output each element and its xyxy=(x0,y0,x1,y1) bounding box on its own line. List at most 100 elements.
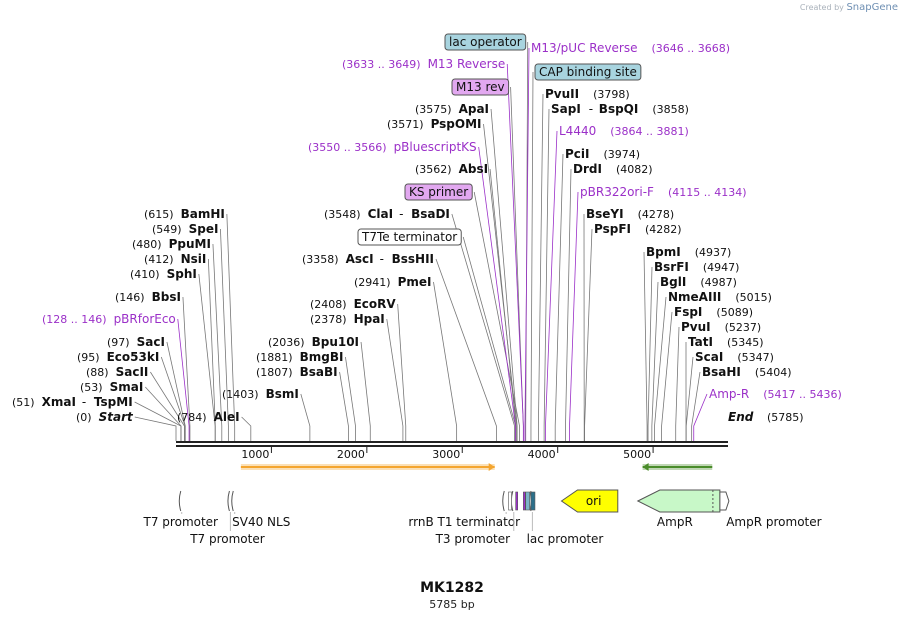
leader-line xyxy=(300,393,311,441)
label-nsii[interactable]: (412) NsiI xyxy=(144,252,206,266)
label-pcii[interactable]: PciI (3974) xyxy=(565,147,640,161)
label-lac-operator[interactable]: lac operator xyxy=(444,33,527,51)
feature-rrnb-t1-terminator[interactable]: rrnB T1 terminator xyxy=(408,490,520,529)
label-hpai[interactable]: (2378) HpaI xyxy=(310,312,385,326)
feature-glyph xyxy=(231,490,234,512)
label-scai[interactable]: ScaI (5347) xyxy=(695,350,774,364)
site-position: (5404) xyxy=(755,366,792,379)
feature-ampr-promoter[interactable]: AmpR promoter xyxy=(719,491,822,529)
label-smai[interactable]: (53) SmaI xyxy=(80,380,143,394)
leader-line xyxy=(433,281,458,441)
label-alei[interactable]: (784) AleI xyxy=(177,410,240,424)
label-bsrfi[interactable]: BsrFI (4947) xyxy=(654,260,739,274)
label-bamhi[interactable]: (615) BamHI xyxy=(144,207,225,221)
label-cap-binding-site[interactable]: CAP binding site xyxy=(534,63,642,81)
site-name: DrdI xyxy=(573,162,602,176)
label-m13-reverse[interactable]: (3633 .. 3649) M13 Reverse xyxy=(342,57,505,71)
label-pbr322ori-f[interactable]: pBR322ori-F (4115 .. 4134) xyxy=(580,185,747,199)
site-position: (1881) xyxy=(256,351,293,364)
label-pspfi[interactable]: PspFI (4282) xyxy=(594,222,682,236)
site-position: (3646 .. 3668) xyxy=(652,42,731,55)
label-m13-rev[interactable]: M13 rev xyxy=(451,78,510,96)
feature-ampr[interactable]: AmpR xyxy=(636,489,721,529)
feature-label: lac promoter xyxy=(527,532,604,546)
label-l4440[interactable]: L4440 (3864 .. 3881) xyxy=(559,124,689,138)
label-saci[interactable]: (97) SacI xyxy=(107,335,165,349)
label-bsabi[interactable]: (1807) BsaBI xyxy=(256,365,338,379)
label-sacii[interactable]: (88) SacII xyxy=(86,365,148,379)
site-name: ClaI xyxy=(368,207,393,221)
label-clai[interactable]: (3548) ClaI - BsaDI xyxy=(324,207,450,221)
feature-sv40-nls[interactable]: SV40 NLS xyxy=(231,490,291,529)
tick-label: 3000 xyxy=(432,448,460,461)
label-bsahi[interactable]: BsaHI (5404) xyxy=(702,365,791,379)
site-name: PvuII xyxy=(545,87,579,101)
site-position: (410) xyxy=(130,268,160,281)
label-pmei[interactable]: (2941) PmeI xyxy=(354,275,431,289)
label-pbrforeco[interactable]: (128 .. 146) pBRforEco xyxy=(42,312,176,326)
site-name: BseYI xyxy=(586,207,624,221)
site-position: (3562) xyxy=(415,163,452,176)
label-bpu10i[interactable]: (2036) Bpu10I xyxy=(268,335,359,349)
site-position: (5015) xyxy=(735,291,772,304)
label-end[interactable]: End (5785) xyxy=(728,410,804,424)
feature-box-label: T7Te terminator xyxy=(361,230,457,244)
label-m13-puc-reverse[interactable]: M13/pUC Reverse (3646 .. 3668) xyxy=(531,41,730,55)
label-pvuii[interactable]: PvuII (3798) xyxy=(545,87,630,101)
label-asci[interactable]: (3358) AscI - BssHII xyxy=(302,252,434,266)
site-name: HpaI xyxy=(354,312,385,326)
label-bsmi[interactable]: (1403) BsmI xyxy=(222,387,299,401)
feature-box-label: M13 rev xyxy=(456,80,505,94)
label-apai[interactable]: (3575) ApaI xyxy=(415,102,489,116)
label-t7te-terminator[interactable]: T7Te terminator xyxy=(357,228,462,246)
label-start[interactable]: (0) Start xyxy=(76,410,134,424)
feature-label: SV40 NLS xyxy=(232,515,290,529)
label-drdi[interactable]: DrdI (4082) xyxy=(573,162,653,176)
site-name: NmeAIII xyxy=(668,290,721,304)
label-tati[interactable]: TatI (5345) xyxy=(688,335,764,349)
label-bbsi[interactable]: (146) BbsI xyxy=(115,290,181,304)
feature-t7-promoter[interactable]: T7 promoter xyxy=(143,490,219,529)
site-mark xyxy=(515,491,518,511)
site-name: pBRforEco xyxy=(114,312,176,326)
label-pspomi[interactable]: (3571) PspOMI xyxy=(387,117,482,131)
leader-line xyxy=(524,47,530,441)
label-fspi[interactable]: FspI (5089) xyxy=(674,305,753,319)
label-bpmi[interactable]: BpmI (4937) xyxy=(646,245,731,259)
label-amp-r[interactable]: Amp-R (5417 .. 5436) xyxy=(709,387,842,401)
label-pbluescriptks[interactable]: (3550 .. 3566) pBluescriptKS xyxy=(308,140,477,154)
site-name: PciI xyxy=(565,147,590,161)
label-nmeaiii[interactable]: NmeAIII (5015) xyxy=(668,290,772,304)
label-ppumi[interactable]: (480) PpuMI xyxy=(132,237,211,251)
leader-line xyxy=(538,93,544,441)
label-sapi[interactable]: SapI - BspQI (3858) xyxy=(551,102,689,116)
feature-box xyxy=(444,33,527,51)
feature-label: T7 promoter xyxy=(189,532,265,546)
label-absi[interactable]: (3562) AbsI xyxy=(415,162,488,176)
tick-label: 5000 xyxy=(623,448,651,461)
tick-label: 2000 xyxy=(337,448,365,461)
label-bseyi[interactable]: BseYI (4278) xyxy=(586,207,674,221)
label-xmai[interactable]: (51) XmaI - TspMI xyxy=(12,395,133,409)
label-ks-primer[interactable]: KS primer xyxy=(404,183,473,201)
site-name: BglI xyxy=(660,275,686,289)
site-name: pBluescriptKS xyxy=(394,140,477,154)
site-position: (3548) xyxy=(324,208,361,221)
site-name: PvuI xyxy=(681,320,711,334)
label-pvui[interactable]: PvuI (5237) xyxy=(681,320,761,334)
label-bgli[interactable]: BglI (4987) xyxy=(660,275,737,289)
label-eco53ki[interactable]: (95) Eco53kI xyxy=(77,350,159,364)
site-mark xyxy=(525,491,531,511)
site-separator: - xyxy=(380,252,384,266)
label-spei[interactable]: (549) SpeI xyxy=(152,222,218,236)
site-name: XmaI xyxy=(42,395,76,409)
sequence-backbone xyxy=(176,441,728,447)
label-bmgbi[interactable]: (1881) BmgBI xyxy=(256,350,343,364)
label-ecorv[interactable]: (2408) EcoRV xyxy=(310,297,396,311)
feature-t7-promoter[interactable]: T7 promoter xyxy=(189,490,265,546)
feature-ori[interactable]: ori xyxy=(560,489,619,513)
credit-prefix: Created by xyxy=(799,3,844,12)
leader-line xyxy=(647,266,653,441)
label-sphi[interactable]: (410) SphI xyxy=(130,267,197,281)
leader-line xyxy=(675,326,680,441)
